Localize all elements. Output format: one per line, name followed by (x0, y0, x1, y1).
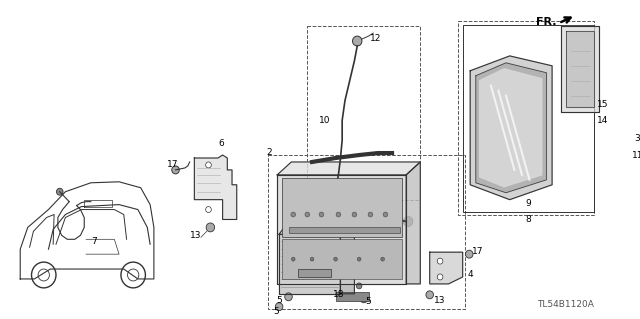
Polygon shape (279, 234, 340, 294)
Text: 13: 13 (189, 231, 201, 240)
Bar (298, 269, 331, 277)
Text: 3: 3 (634, 134, 640, 143)
Circle shape (205, 207, 211, 212)
Text: 13: 13 (435, 296, 446, 305)
Circle shape (352, 212, 356, 217)
Circle shape (614, 136, 621, 144)
Text: 6: 6 (219, 139, 225, 148)
Text: 5: 5 (365, 297, 371, 306)
Polygon shape (429, 252, 463, 284)
Circle shape (353, 36, 362, 46)
Circle shape (403, 217, 413, 226)
Circle shape (465, 250, 473, 258)
Text: 12: 12 (371, 33, 382, 42)
Circle shape (336, 212, 340, 217)
Text: 7: 7 (91, 237, 97, 246)
Circle shape (289, 247, 294, 252)
Circle shape (285, 293, 292, 301)
Polygon shape (279, 214, 355, 234)
Circle shape (383, 212, 388, 217)
Circle shape (206, 223, 214, 232)
Circle shape (275, 303, 283, 311)
Text: 15: 15 (597, 100, 609, 109)
Circle shape (56, 188, 63, 195)
Circle shape (319, 212, 324, 217)
Polygon shape (406, 162, 420, 284)
Text: 5: 5 (276, 296, 282, 305)
Circle shape (310, 257, 314, 261)
Text: 8: 8 (525, 215, 531, 224)
Text: FR.: FR. (536, 17, 557, 27)
Circle shape (356, 283, 362, 289)
Bar (289, 227, 399, 234)
Text: 2: 2 (266, 148, 271, 157)
Text: 18: 18 (333, 290, 344, 299)
Text: 16: 16 (312, 213, 324, 222)
Bar (611, 112, 621, 122)
Circle shape (437, 274, 443, 280)
Text: TL54B1120A: TL54B1120A (538, 300, 595, 309)
Circle shape (291, 257, 295, 261)
Circle shape (611, 132, 625, 148)
Polygon shape (340, 214, 355, 294)
Circle shape (305, 212, 310, 217)
Text: 1: 1 (367, 247, 372, 256)
Polygon shape (277, 175, 406, 284)
Text: 4: 4 (467, 271, 473, 279)
Polygon shape (476, 63, 547, 193)
Polygon shape (566, 31, 595, 108)
Text: 17: 17 (167, 160, 179, 169)
Circle shape (291, 212, 296, 217)
Bar (282, 178, 403, 237)
Text: 5: 5 (273, 307, 279, 316)
Bar (611, 99, 621, 107)
Circle shape (360, 295, 367, 303)
Text: 14: 14 (597, 116, 609, 125)
Bar (335, 292, 369, 301)
Circle shape (437, 258, 443, 264)
Polygon shape (561, 26, 599, 112)
Text: 17: 17 (472, 247, 484, 256)
Polygon shape (479, 69, 541, 187)
Text: 11: 11 (632, 151, 640, 160)
Polygon shape (195, 155, 237, 219)
Circle shape (368, 212, 372, 217)
Text: 9: 9 (525, 199, 531, 208)
Circle shape (357, 257, 361, 261)
Polygon shape (470, 56, 552, 200)
Circle shape (381, 257, 385, 261)
Circle shape (333, 257, 337, 261)
Bar (282, 239, 403, 279)
Circle shape (426, 291, 433, 299)
Polygon shape (277, 162, 420, 175)
Circle shape (172, 166, 179, 174)
Circle shape (205, 162, 211, 168)
Text: 10: 10 (319, 116, 331, 125)
